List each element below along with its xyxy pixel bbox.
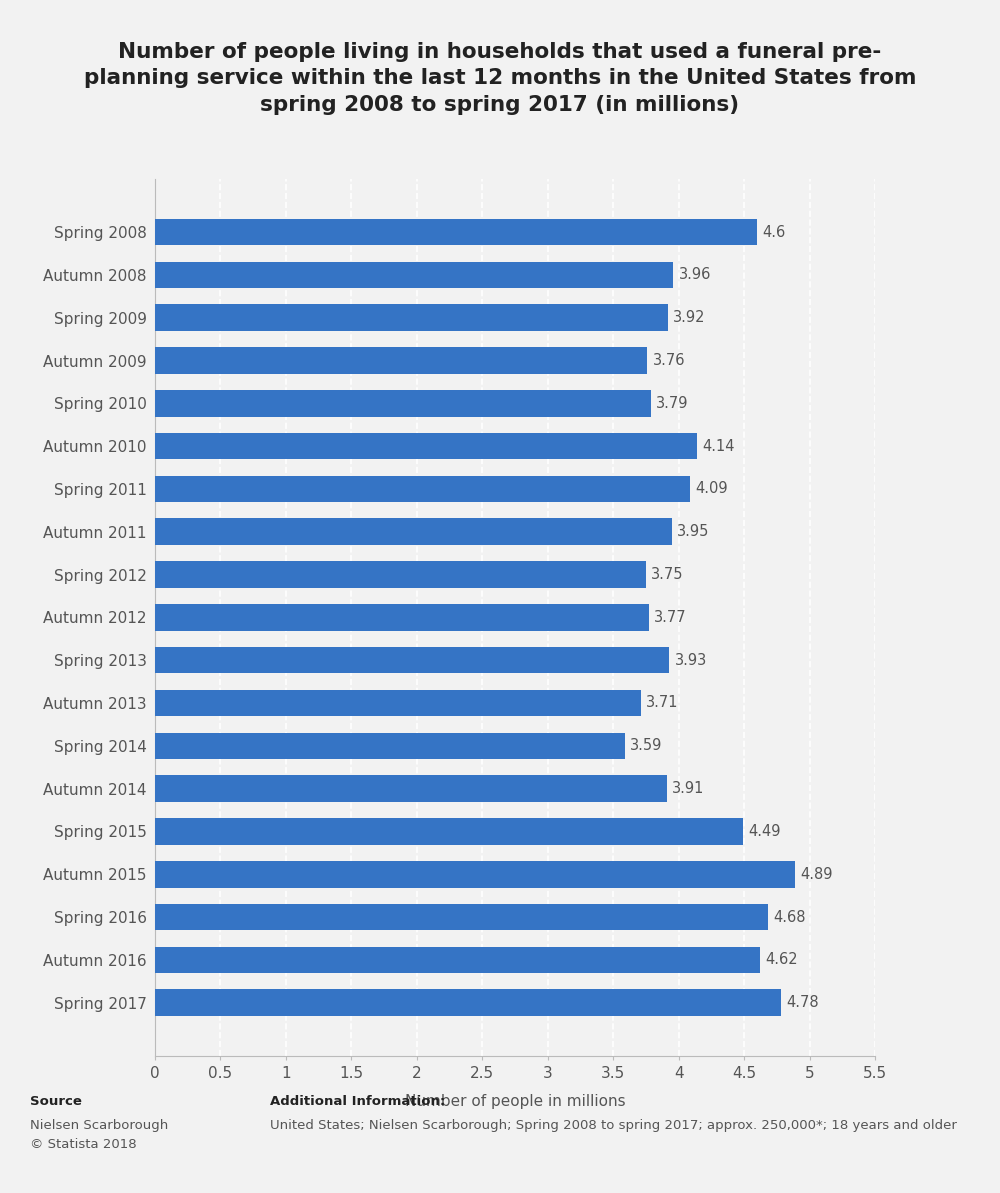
Text: 4.78: 4.78 <box>786 995 819 1010</box>
Text: United States; Nielsen Scarborough; Spring 2008 to spring 2017; approx. 250,000*: United States; Nielsen Scarborough; Spri… <box>270 1119 957 1132</box>
Text: 3.96: 3.96 <box>679 267 711 283</box>
Text: 3.92: 3.92 <box>673 310 706 326</box>
Bar <box>155 561 646 588</box>
Bar <box>155 604 649 631</box>
Bar <box>155 818 743 845</box>
Text: 4.49: 4.49 <box>748 824 781 839</box>
Text: 4.89: 4.89 <box>800 867 833 882</box>
Bar <box>155 476 690 502</box>
Bar <box>155 261 673 289</box>
Bar <box>155 347 647 373</box>
Text: 4.6: 4.6 <box>762 224 786 240</box>
X-axis label: Number of people in millions: Number of people in millions <box>405 1094 625 1109</box>
Bar <box>155 390 651 416</box>
Text: 4.62: 4.62 <box>765 952 798 968</box>
Text: 3.75: 3.75 <box>651 567 684 582</box>
Bar <box>155 690 641 716</box>
Text: Nielsen Scarborough: Nielsen Scarborough <box>30 1119 168 1132</box>
Text: 3.76: 3.76 <box>652 353 685 367</box>
Text: 3.59: 3.59 <box>630 738 663 753</box>
Text: © Statista 2018: © Statista 2018 <box>30 1138 137 1151</box>
Bar <box>155 304 668 330</box>
Text: Additional Information:: Additional Information: <box>270 1095 445 1108</box>
Bar <box>155 775 667 802</box>
Bar <box>155 946 760 973</box>
Text: 3.79: 3.79 <box>656 396 689 410</box>
Text: Source: Source <box>30 1095 82 1108</box>
Text: 3.91: 3.91 <box>672 781 704 796</box>
Bar <box>155 733 625 759</box>
Bar <box>155 433 697 459</box>
Bar <box>155 218 757 246</box>
Text: 3.93: 3.93 <box>675 653 707 668</box>
Text: 3.77: 3.77 <box>654 610 686 625</box>
Text: 3.71: 3.71 <box>646 696 678 711</box>
Text: 4.09: 4.09 <box>696 482 728 496</box>
Bar <box>155 519 672 545</box>
Bar <box>155 904 768 931</box>
Bar <box>155 861 795 888</box>
Bar <box>155 647 669 674</box>
Text: Number of people living in households that used a funeral pre-
planning service : Number of people living in households th… <box>84 42 916 115</box>
Text: 4.14: 4.14 <box>702 439 735 453</box>
Text: 4.68: 4.68 <box>773 909 805 925</box>
Text: 3.95: 3.95 <box>677 524 710 539</box>
Bar <box>155 989 781 1016</box>
